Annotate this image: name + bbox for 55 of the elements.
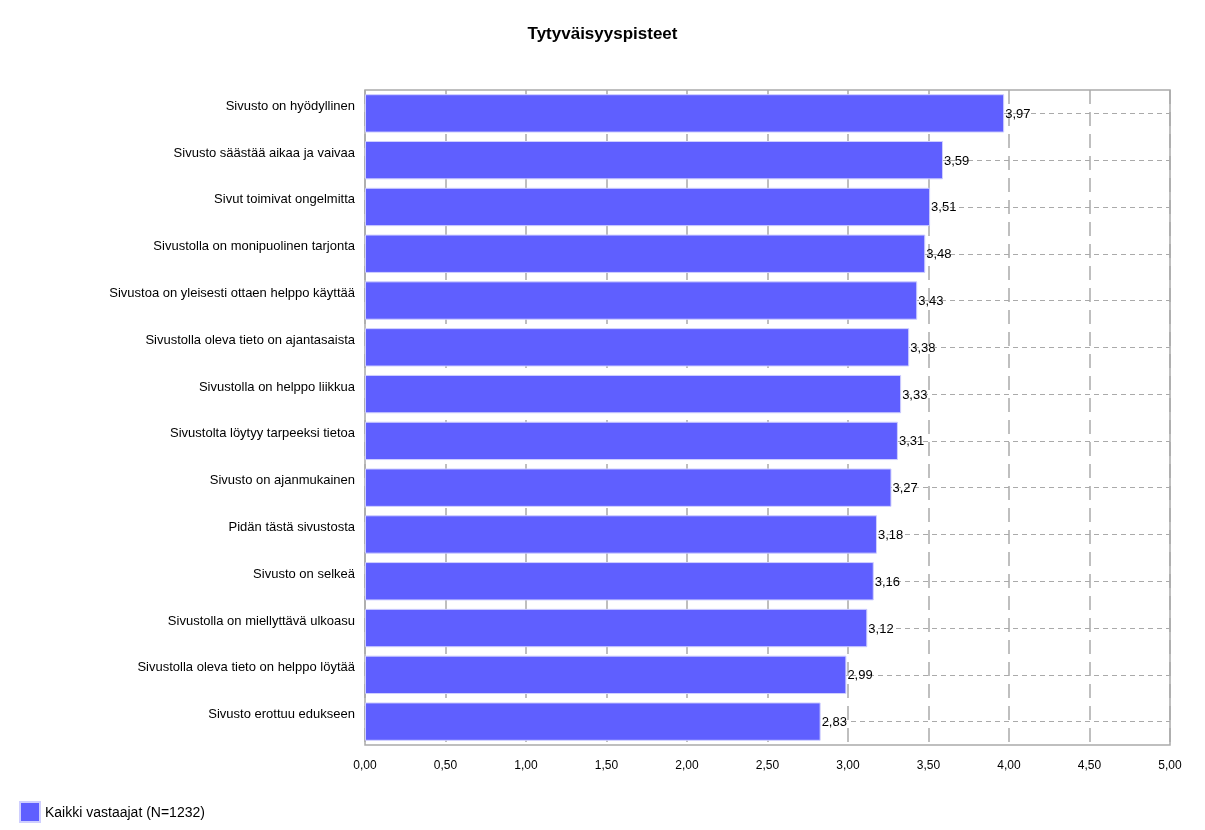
x-tick-label: 4,00 <box>997 758 1021 772</box>
y-tick-label: Sivustolla oleva tieto on helppo löytää <box>137 659 356 675</box>
y-tick-label: Sivustolla on miellyttävä ulkoasu <box>167 612 355 628</box>
y-tick-label: Sivustolta löytyy tarpeeksi tietoa <box>170 425 356 441</box>
data-label: 3,97 <box>1005 105 1031 121</box>
x-tick-label: 3,50 <box>916 758 941 772</box>
data-label: 3,12 <box>868 620 894 636</box>
data-label: 3,43 <box>918 293 944 309</box>
bar <box>365 281 918 320</box>
data-label: 3,31 <box>898 433 925 449</box>
x-tick-label: 1,50 <box>594 758 619 772</box>
x-tick-label: 5,00 <box>1158 758 1182 772</box>
data-label: 3,51 <box>931 199 957 215</box>
y-tick-label: Sivusto on hyödyllinen <box>225 97 355 113</box>
data-label: 3,33 <box>902 386 928 402</box>
data-label: 3,48 <box>926 246 952 262</box>
x-tick-label: 4,50 <box>1077 758 1102 772</box>
x-tick-label: 2,50 <box>755 758 780 772</box>
x-tick-label: 2,00 <box>675 758 699 772</box>
data-label: 2,99 <box>847 667 873 683</box>
bar <box>365 562 874 601</box>
x-tick-label: 3,00 <box>836 758 860 772</box>
bar <box>365 515 877 554</box>
bar <box>365 374 902 414</box>
data-label: 3,16 <box>874 573 901 589</box>
x-tick-label: 0,00 <box>353 758 377 772</box>
bar <box>365 187 931 227</box>
bar <box>365 234 926 273</box>
y-tick-label: Pidän tästä sivustosta <box>228 518 356 534</box>
x-tick-label: 1,00 <box>514 758 538 772</box>
data-label: 3,27 <box>892 480 918 496</box>
chart-title: Tytyväisyyspisteet <box>527 24 678 43</box>
bar <box>365 421 898 461</box>
data-label: 2,83 <box>821 714 847 730</box>
y-tick-label: Sivut toimivat ongelmitta <box>214 191 356 207</box>
y-tick-label: Sivustolla oleva tieto on ajantasaista <box>145 331 356 347</box>
bar <box>365 702 821 741</box>
bar <box>365 141 943 180</box>
bar <box>365 328 910 367</box>
bar <box>365 468 892 507</box>
y-tick-label: Sivusto erottuu edukseen <box>208 706 355 722</box>
bar <box>365 94 1005 133</box>
bar <box>365 608 868 648</box>
bar <box>365 655 847 694</box>
legend-label: Kaikki vastaajat (N=1232) <box>45 804 205 820</box>
y-tick-label: Sivusto säästää aikaa ja vaivaa <box>173 144 356 160</box>
data-label: 3,59 <box>943 152 970 168</box>
y-tick-label: Sivusto on selkeä <box>253 565 356 581</box>
y-tick-label: Sivustolla on helppo liikkua <box>198 378 356 394</box>
y-tick-label: Sivustolla on monipuolinen tarjonta <box>153 238 356 254</box>
data-label: 3,18 <box>877 526 904 542</box>
y-tick-label: Sivustoa on yleisesti ottaen helppo käyttää <box>109 285 356 301</box>
data-label: 3,38 <box>910 339 936 355</box>
y-tick-label: Sivusto on ajanmukainen <box>209 472 355 488</box>
x-tick-label: 0,50 <box>433 758 458 772</box>
